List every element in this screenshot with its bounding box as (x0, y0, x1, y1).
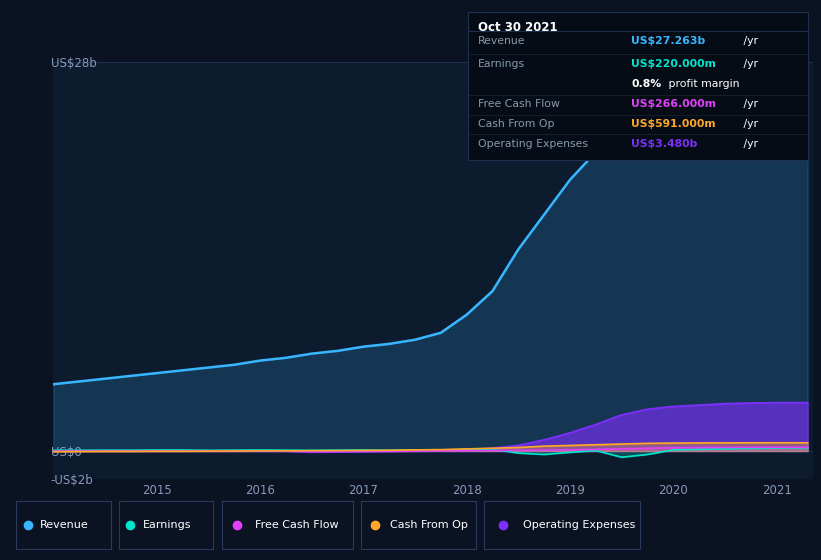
Text: US$266.000m: US$266.000m (631, 99, 716, 109)
Text: Operating Expenses: Operating Expenses (524, 520, 635, 530)
Text: Earnings: Earnings (143, 520, 191, 530)
Text: /yr: /yr (740, 36, 758, 46)
Text: Earnings: Earnings (478, 59, 525, 69)
Text: Free Cash Flow: Free Cash Flow (255, 520, 338, 530)
Text: /yr: /yr (740, 119, 758, 129)
Text: US$591.000m: US$591.000m (631, 119, 716, 129)
Text: US$3.480b: US$3.480b (631, 138, 698, 148)
Text: US$220.000m: US$220.000m (631, 59, 716, 69)
Text: Revenue: Revenue (478, 36, 525, 46)
Text: /yr: /yr (740, 59, 758, 69)
Text: US$27.263b: US$27.263b (631, 36, 705, 46)
Text: /yr: /yr (740, 138, 758, 148)
Text: Cash From Op: Cash From Op (390, 520, 468, 530)
Text: /yr: /yr (740, 99, 758, 109)
Text: profit margin: profit margin (665, 80, 740, 90)
Text: Revenue: Revenue (40, 520, 89, 530)
Text: Operating Expenses: Operating Expenses (478, 138, 588, 148)
Text: 0.8%: 0.8% (631, 80, 662, 90)
Text: Cash From Op: Cash From Op (478, 119, 555, 129)
Text: Oct 30 2021: Oct 30 2021 (478, 21, 557, 34)
Text: Free Cash Flow: Free Cash Flow (478, 99, 560, 109)
